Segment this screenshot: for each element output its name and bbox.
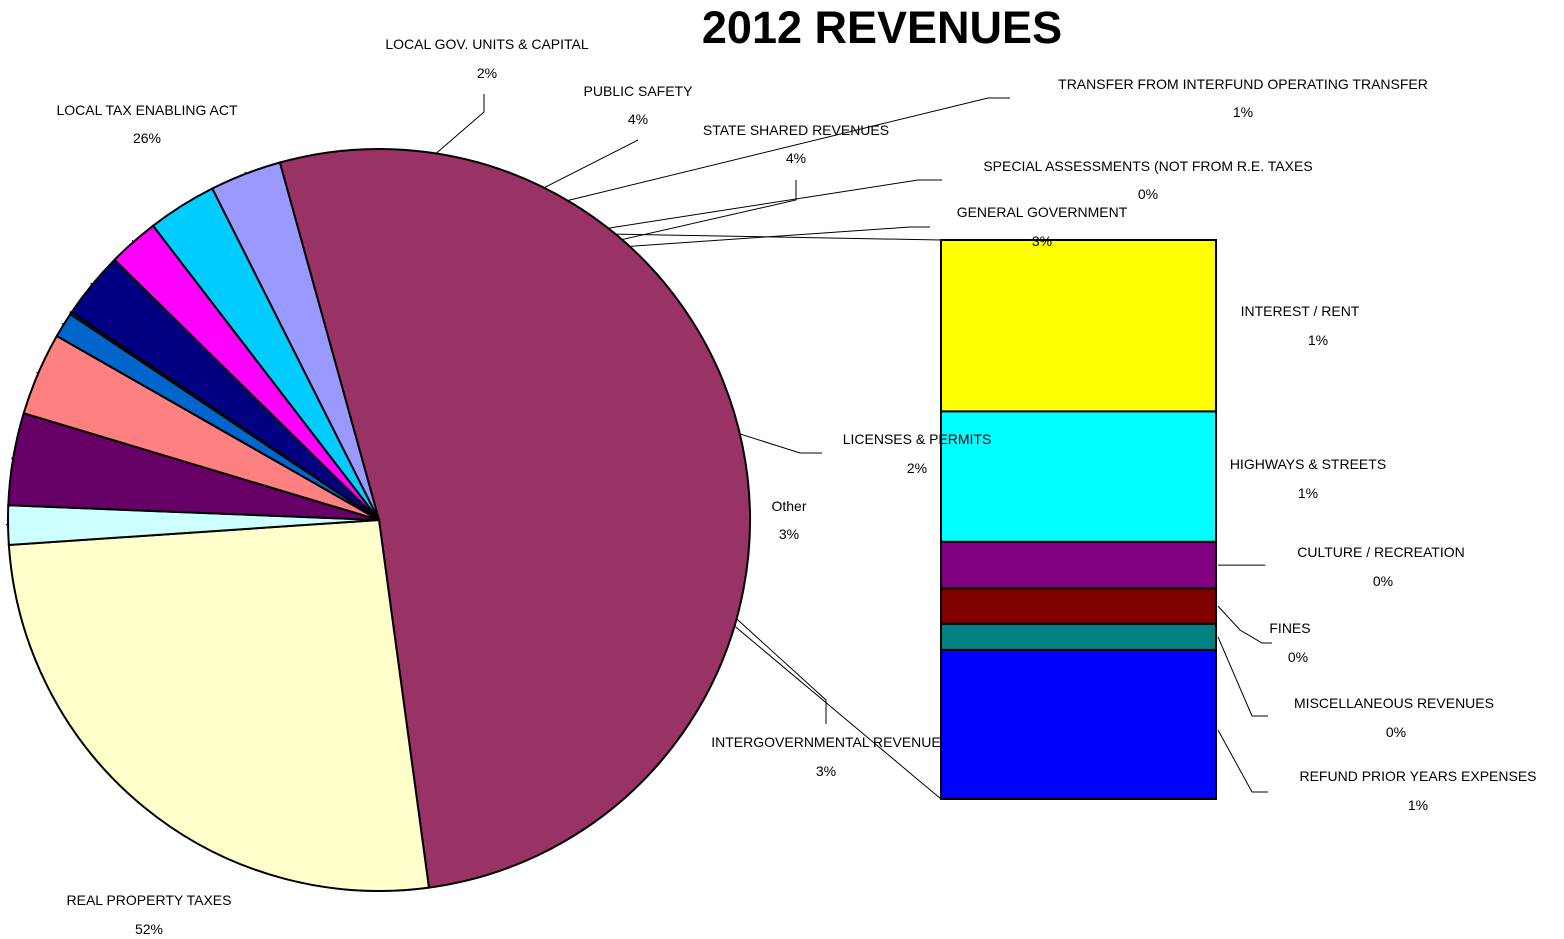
slice-pct-public-safety: 4% [628, 111, 648, 127]
slice-pct-other: 3% [779, 526, 799, 542]
bar-label-fines: FINES [1269, 620, 1310, 636]
slice-label-other: Other [771, 498, 806, 514]
slice-label-general-government: GENERAL GOVERNMENT [957, 204, 1128, 220]
slice-label-real-property-taxes: REAL PROPERTY TAXES [67, 892, 232, 908]
slice-labels: REAL PROPERTY TAXES 52% LOCAL TAX ENABLING… [56, 36, 1536, 937]
bar-pct-interest-rent: 1% [1308, 332, 1328, 348]
bar-pct-refund-prior-years-expenses: 1% [1408, 797, 1428, 813]
bar-pct-fines: 0% [1288, 649, 1308, 665]
slice-pct-general-government: 3% [1032, 233, 1052, 249]
bar-segment-culture-recreation [940, 540, 1217, 590]
leader-misc [1217, 636, 1268, 717]
slice-pct-local-tax-enabling-act: 26% [133, 130, 161, 146]
slice-label-transfer-from-interfund-operating-transfer: TRANSFER FROM INTERFUND OPERATING TRANSF… [1058, 76, 1428, 92]
slice-pct-special-assessments-not-from-r-e-taxes: 0% [1138, 186, 1158, 202]
slice-pct-real-property-taxes: 52% [135, 921, 163, 937]
chart-title: 2012 REVENUES [701, 2, 1063, 53]
slice-pct-intergovernmental-revenue: 3% [816, 763, 836, 779]
bar-pct-highways-streets: 1% [1298, 485, 1318, 501]
bar-segment-fines [940, 587, 1217, 625]
slice-pct-transfer-from-interfund-operating-transfer: 1% [1233, 104, 1253, 120]
bar-segment-interest-rent [940, 239, 1217, 413]
leader-fines [1217, 605, 1272, 644]
bar-pct-culture-recreation: 0% [1373, 573, 1393, 589]
slice-pct-local-gov-units-capital: 2% [477, 65, 497, 81]
slice-label-local-tax-enabling-act: LOCAL TAX ENABLING ACT [56, 102, 237, 118]
bar-label-refund-prior-years-expenses: REFUND PRIOR YEARS EXPENSES [1299, 768, 1536, 784]
bar-label-interest-rent: INTEREST / RENT [1241, 303, 1360, 319]
pie-slice-intergovernmental-revenue [210, 161, 380, 521]
slice-label-local-gov-units-capital: LOCAL GOV. UNITS & CAPITAL [385, 36, 589, 52]
leader-refund [1217, 729, 1268, 793]
slice-label-special-assessments-not-from-r-e-taxes: SPECIAL ASSESSMENTS (NOT FROM R.E. TAXES [983, 158, 1312, 174]
slice-pct-state-shared-revenues: 4% [786, 150, 806, 166]
bar-label-miscellaneous-revenues: MISCELLANEOUS REVENUES [1294, 695, 1494, 711]
slice-label-state-shared-revenues: STATE SHARED REVENUES [703, 122, 889, 138]
bar-segment-miscellaneous-revenues [940, 622, 1217, 651]
slice-label-public-safety: PUBLIC SAFETY [584, 83, 694, 99]
bar-segment-refund-prior-years-expenses [940, 648, 1217, 800]
pie-slice-real-property-taxes [278, 148, 751, 889]
bar-label-highways-streets: HIGHWAYS & STREETS [1230, 456, 1386, 472]
other-breakdown-bar [940, 239, 1217, 800]
bar-segment-highways-streets [940, 410, 1217, 543]
slice-pct-licenses-permits: 2% [907, 460, 927, 476]
bar-pct-miscellaneous-revenues: 0% [1386, 724, 1406, 740]
slice-label-licenses-permits: LICENSES & PERMITS [843, 431, 992, 447]
bar-label-culture-recreation: CULTURE / RECREATION [1297, 544, 1465, 560]
pie-chart [7, 148, 751, 892]
pie-slice-local-tax-enabling-act [7, 518, 431, 892]
slice-label-intergovernmental-revenue: INTERGOVERNMENTAL REVENUE [711, 734, 940, 750]
